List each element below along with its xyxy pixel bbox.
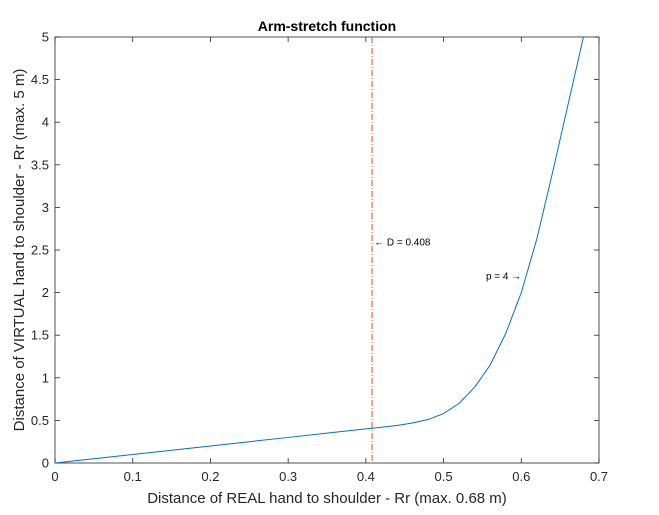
annotation-exponent: p = 4 → (486, 272, 521, 283)
y-tick-label: 1.5 (31, 328, 49, 343)
x-tick-label: 0.7 (590, 469, 608, 484)
y-tick-label: 4 (42, 115, 49, 130)
plot-area-border (54, 36, 600, 464)
y-tick-label: 2 (42, 285, 49, 300)
y-ticks: 0 0.5 1 1.5 2 2.5 3 3.5 4 4.5 5 (31, 30, 599, 471)
x-axis-label: Distance of REAL hand to shoulder - Rr (… (147, 490, 507, 507)
y-tick-label: 2.5 (31, 243, 49, 258)
x-tick-label: 0.6 (512, 469, 530, 484)
x-tick-label: 0.3 (279, 469, 297, 484)
x-tick-label: 0.1 (124, 469, 142, 484)
y-tick-label: 3.5 (31, 157, 49, 172)
x-tick-label: 0.5 (435, 469, 453, 484)
y-tick-label: 0.5 (31, 413, 49, 428)
series-line (54, 36, 584, 464)
x-tick-label: 0.2 (201, 469, 219, 484)
y-tick-label: 0 (42, 456, 49, 471)
x-tick-label: 0.4 (357, 469, 375, 484)
annotation-threshold: ← D = 0.408 (374, 237, 431, 248)
x-tick-label: 0 (51, 469, 58, 484)
y-tick-label: 1 (42, 370, 49, 385)
axes (54, 36, 600, 464)
chart-title: Arm-stretch function (258, 18, 396, 34)
y-tick-label: 5 (42, 30, 49, 45)
y-axis-label: Distance of VIRTUAL hand to shoulder - R… (11, 69, 28, 432)
x-ticks: 0 0.1 0.2 0.3 0.4 0.5 0.6 0.7 (51, 37, 608, 484)
y-tick-label: 3 (42, 200, 49, 215)
y-tick-label: 4.5 (31, 72, 49, 87)
